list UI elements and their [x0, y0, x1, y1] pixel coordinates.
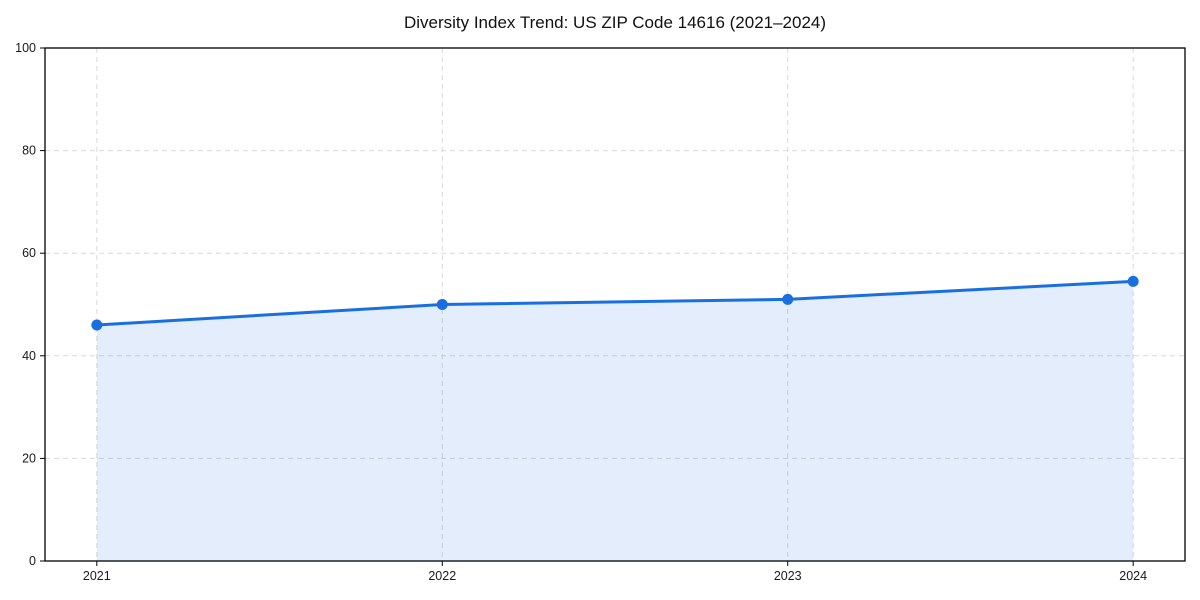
chart-title: Diversity Index Trend: US ZIP Code 14616… [403, 13, 827, 32]
data-point-2022 [436, 299, 448, 310]
plot-border [44, 47, 1186, 562]
axis-ticks [40, 47, 1134, 566]
y-tick-label: 40 [22, 349, 36, 363]
x-tick-label: 2021 [83, 569, 111, 583]
grid-lines [45, 48, 1185, 561]
y-tick-label: 0 [29, 554, 36, 568]
data-point-2021 [91, 319, 103, 331]
y-tick-label: 80 [22, 144, 36, 158]
y-tick-label: 100 [15, 41, 36, 55]
data-point-2023 [782, 293, 794, 305]
trend-line [95, 279, 1135, 327]
area-fill [96, 281, 1134, 561]
x-tick-label: 2023 [774, 569, 802, 583]
y-tick-label: 20 [22, 451, 36, 465]
x-tick-label: 2022 [428, 569, 456, 583]
data-point-2024 [1127, 275, 1139, 287]
x-tick-label: 2024 [1119, 569, 1147, 583]
axis-labels: 0 20 40 60 80 100 2021 2022 2023 2024 [15, 41, 1147, 583]
y-tick-label: 60 [22, 246, 36, 260]
